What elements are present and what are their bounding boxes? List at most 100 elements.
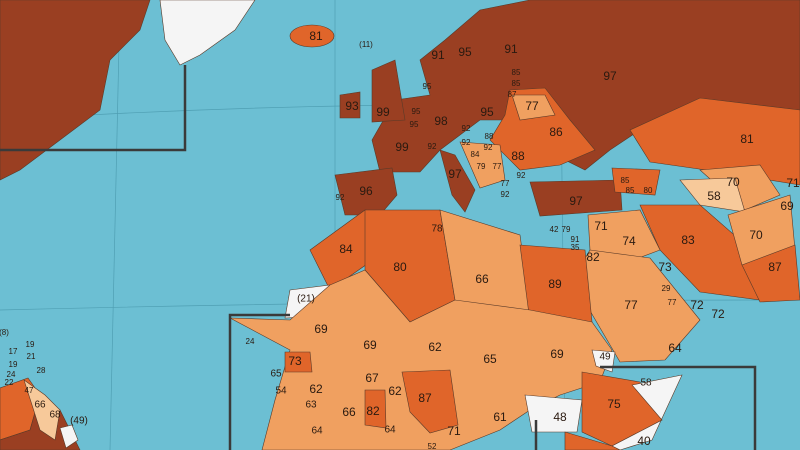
label-nigeria: 87 bbox=[418, 391, 432, 405]
label-trinidad: 47 bbox=[25, 386, 34, 395]
label-senegal: 73 bbox=[288, 354, 302, 368]
turkey bbox=[529, 179, 623, 217]
ireland bbox=[339, 91, 361, 119]
label-morocco: 84 bbox=[339, 242, 353, 256]
label-mauritania: 69 bbox=[314, 322, 328, 336]
value-labels: 81 (11) 91 95 91 97 85 85 87 95 93 99 95… bbox=[0, 29, 800, 450]
label-croatia: 84 bbox=[471, 150, 480, 159]
senegal bbox=[284, 351, 313, 373]
label-switzerland: 92 bbox=[428, 142, 437, 151]
label-italy: 97 bbox=[448, 167, 462, 181]
label-guinea: 62 bbox=[309, 382, 323, 396]
label-yemen: 64 bbox=[668, 341, 682, 355]
label-serbia: 77 bbox=[493, 162, 502, 171]
label-latvia: 85 bbox=[512, 79, 521, 88]
label-oman: 72 bbox=[711, 307, 725, 321]
label-syria: 71 bbox=[594, 219, 608, 233]
label-benin: 62 bbox=[388, 384, 402, 398]
label-chad: 65 bbox=[483, 352, 497, 366]
label-lebanon: 79 bbox=[562, 225, 571, 234]
label-germany: 98 bbox=[434, 114, 448, 128]
label-spain: 96 bbox=[359, 184, 373, 198]
ghana bbox=[364, 389, 387, 429]
label-lithuania: 87 bbox=[508, 90, 517, 99]
label-kazakhstan: 81 bbox=[740, 132, 754, 146]
label-israel: 91 bbox=[571, 235, 580, 244]
label-ghana: 82 bbox=[366, 404, 380, 418]
label-uzbekistan: 70 bbox=[726, 175, 740, 189]
italy bbox=[439, 149, 476, 213]
guyana-suriname bbox=[23, 379, 61, 441]
label-caribbean-5: 28 bbox=[37, 366, 46, 375]
label-caribbean-6: 24 bbox=[7, 370, 16, 379]
label-bahrain: 29 bbox=[662, 284, 671, 293]
label-romania: 88 bbox=[511, 149, 525, 163]
label-ivory-coast: 66 bbox=[342, 405, 356, 419]
label-burkina-faso: 67 bbox=[365, 371, 379, 385]
label-jordan: 82 bbox=[586, 250, 600, 264]
label-belgium: 95 bbox=[410, 120, 419, 129]
label-portugal: 92 bbox=[336, 193, 345, 202]
label-ukraine: 86 bbox=[549, 125, 563, 139]
label-cameroon: 71 bbox=[447, 424, 461, 438]
label-iran: 83 bbox=[681, 233, 695, 247]
label-north-macedonia: 77 bbox=[501, 179, 510, 188]
label-greece: 92 bbox=[501, 190, 510, 199]
label-cape-verde: 24 bbox=[246, 337, 255, 346]
label-south-sudan: 48 bbox=[553, 410, 567, 424]
label-georgia: 85 bbox=[621, 176, 630, 185]
label-eritrea: 49 bbox=[599, 352, 611, 363]
label-togo-coast: 64 bbox=[384, 425, 396, 436]
label-sierra-leone: 63 bbox=[305, 400, 317, 411]
label-egypt: 89 bbox=[548, 277, 562, 291]
label-uk: 99 bbox=[376, 105, 390, 119]
iberia bbox=[334, 167, 398, 216]
canada bbox=[0, 0, 151, 181]
label-caribbean-top: (8) bbox=[0, 328, 9, 337]
label-hungary: 92 bbox=[484, 143, 493, 152]
label-caribbean-7: 22 bbox=[5, 378, 14, 387]
belarus bbox=[511, 94, 556, 121]
label-belarus: 77 bbox=[525, 99, 539, 113]
label-caribbean-1: 19 bbox=[26, 340, 35, 349]
label-eq-guinea: 52 bbox=[428, 442, 437, 450]
label-guyana: 66 bbox=[34, 400, 46, 411]
label-caribbean-3: 21 bbox=[27, 352, 36, 361]
label-kyrgyzstan: 71 bbox=[786, 176, 800, 190]
label-suriname: 68 bbox=[49, 410, 61, 421]
label-guinea-bissau: 54 bbox=[275, 386, 287, 397]
greenland bbox=[159, 0, 256, 66]
kenya bbox=[564, 431, 621, 450]
label-estonia: 85 bbox=[512, 68, 521, 77]
nigeria bbox=[401, 369, 459, 434]
label-sudan: 69 bbox=[550, 347, 564, 361]
label-tajikistan: 69 bbox=[780, 199, 794, 213]
label-finland: 91 bbox=[504, 42, 518, 56]
inset-frames bbox=[0, 65, 757, 450]
balkans bbox=[459, 141, 506, 189]
label-tunisia: 78 bbox=[431, 224, 443, 235]
label-afghanistan: 70 bbox=[749, 228, 763, 242]
label-slovakia: 88 bbox=[485, 132, 494, 141]
label-sweden: 95 bbox=[458, 45, 472, 59]
label-austria: 92 bbox=[462, 138, 471, 147]
label-azerbaijan: 80 bbox=[644, 186, 653, 195]
iceland bbox=[289, 24, 335, 48]
label-netherlands: 95 bbox=[412, 107, 421, 116]
label-bulgaria: 92 bbox=[517, 171, 526, 180]
label-iceland: 81 bbox=[309, 29, 323, 43]
label-turkey: 97 bbox=[569, 194, 583, 208]
label-caribbean-4: 19 bbox=[9, 360, 18, 369]
label-iraq: 74 bbox=[622, 234, 636, 248]
label-cyprus: 42 bbox=[550, 225, 559, 234]
label-bosnia: 79 bbox=[477, 162, 486, 171]
label-western-sahara: (21) bbox=[297, 294, 315, 305]
label-armenia: 85 bbox=[626, 186, 635, 195]
south-sudan bbox=[524, 394, 583, 433]
french-guiana bbox=[59, 424, 79, 449]
somalia bbox=[611, 374, 683, 450]
uk bbox=[371, 59, 406, 123]
label-norway: 91 bbox=[431, 48, 445, 62]
